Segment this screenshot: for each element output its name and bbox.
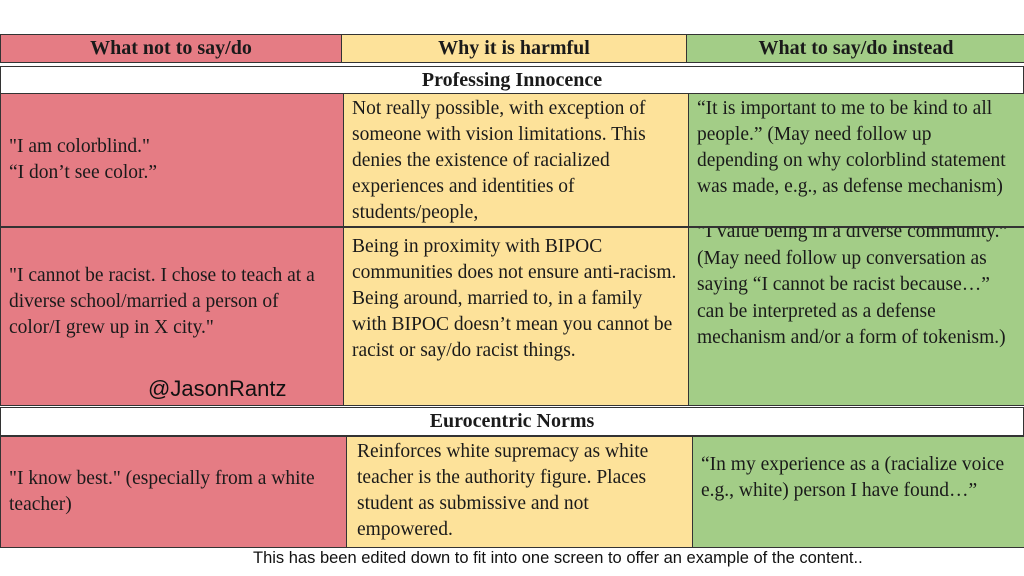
- row3-why: Reinforces white supremacy as white teac…: [346, 436, 693, 548]
- section-title: Eurocentric Norms: [0, 407, 1024, 436]
- quote: "I am colorblind.": [9, 136, 151, 157]
- header-label: What not to say/do: [90, 37, 252, 59]
- row2-instead: “I value being in a diverse community.” …: [688, 227, 1024, 406]
- header-label: Why it is harmful: [438, 37, 590, 59]
- row1-not-say: "I am colorblind." “I don’t see color.”: [0, 93, 344, 227]
- text: “I value being in a diverse community.” …: [697, 227, 1009, 348]
- row2-why: Being in proximity with BIPOC communitie…: [343, 227, 689, 406]
- row1-why: Not really possible, with exception of s…: [343, 93, 689, 227]
- section-title: Professing Innocence: [0, 66, 1024, 94]
- quote: “I don’t see color.”: [9, 162, 158, 183]
- header-col-not-say: What not to say/do: [0, 34, 342, 63]
- row1-instead: “It is important to me to be kind to all…: [688, 93, 1024, 227]
- row2-not-say: "I cannot be racist. I chose to teach at…: [0, 227, 344, 406]
- header-col-instead: What to say/do instead: [686, 34, 1024, 63]
- row3-instead: “In my experience as a (racialize voice …: [692, 436, 1024, 548]
- caption: This has been edited down to fit into on…: [253, 549, 863, 567]
- header-label: What to say/do instead: [758, 37, 954, 59]
- header-col-why: Why it is harmful: [341, 34, 687, 63]
- row3-not-say: "I know best." (especially from a white …: [0, 436, 347, 548]
- watermark: @JasonRantz: [148, 376, 287, 401]
